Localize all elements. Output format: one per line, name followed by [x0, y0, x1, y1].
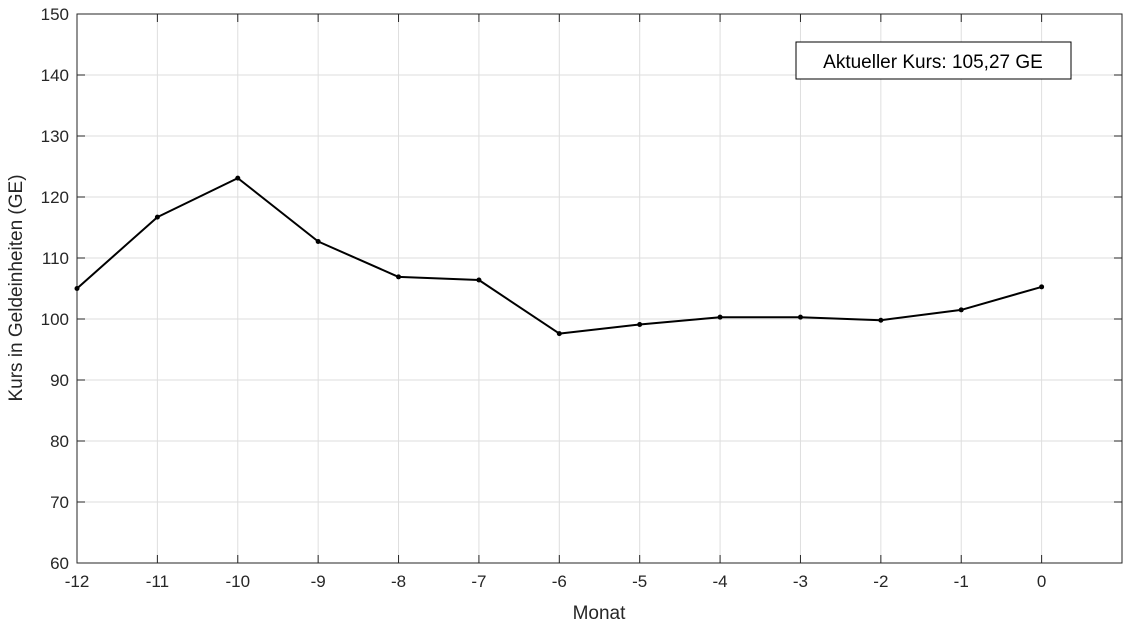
y-tick-label: 130 — [41, 127, 69, 146]
y-tick-label: 70 — [50, 493, 69, 512]
x-tick-label: -7 — [471, 572, 486, 591]
current-price-annotation: Aktueller Kurs: 105,27 GE — [795, 41, 1072, 80]
data-point — [315, 239, 321, 245]
data-point — [154, 214, 160, 220]
y-axis-ticks: 60 70 80 90 100 110 120 130 140 150 — [41, 5, 1122, 573]
data-point — [637, 321, 643, 327]
x-tick-label: -9 — [311, 572, 326, 591]
y-tick-label: 140 — [41, 66, 69, 85]
data-point — [556, 331, 562, 337]
data-points — [74, 175, 1045, 337]
data-point — [797, 314, 803, 320]
y-axis-title: Kurs in Geldeinheiten (GE) — [6, 174, 27, 401]
x-tick-label: -5 — [632, 572, 647, 591]
x-tick-label: -8 — [391, 572, 406, 591]
x-tick-label: -2 — [873, 572, 888, 591]
annotation-box — [795, 41, 1072, 80]
y-tick-label: 110 — [42, 249, 69, 268]
data-point — [476, 277, 482, 283]
y-tick-label: 120 — [41, 188, 69, 207]
x-tick-label: -3 — [793, 572, 808, 591]
data-point — [1039, 284, 1045, 290]
y-tick-label: 60 — [50, 554, 69, 573]
data-point — [958, 307, 964, 313]
x-tick-label: -4 — [713, 572, 728, 591]
data-point — [396, 274, 402, 280]
x-tick-label: -10 — [225, 572, 250, 591]
data-point — [235, 175, 241, 181]
x-tick-label: -12 — [65, 572, 90, 591]
data-point — [74, 286, 80, 291]
y-tick-label: 150 — [41, 5, 69, 24]
x-tick-label: 0 — [1037, 572, 1046, 591]
x-axis-title: Monat — [573, 603, 627, 624]
plot-area-frame — [76, 13, 1123, 564]
x-tick-label: -6 — [552, 572, 567, 591]
grid-lines — [76, 13, 1123, 564]
x-tick-label: -1 — [954, 572, 969, 591]
data-point — [717, 314, 723, 320]
y-tick-label: 100 — [41, 310, 69, 329]
y-tick-label: 80 — [50, 432, 69, 451]
x-tick-label: -11 — [146, 572, 169, 591]
y-tick-label: 90 — [50, 371, 69, 390]
data-point — [878, 317, 884, 323]
annotation-text: Aktueller Kurs: 105,27 GE — [823, 52, 1043, 73]
x-axis-ticks: -12 -11 -10 -9 -8 -7 -6 -5 -4 -3 -2 -1 0 — [65, 14, 1046, 591]
